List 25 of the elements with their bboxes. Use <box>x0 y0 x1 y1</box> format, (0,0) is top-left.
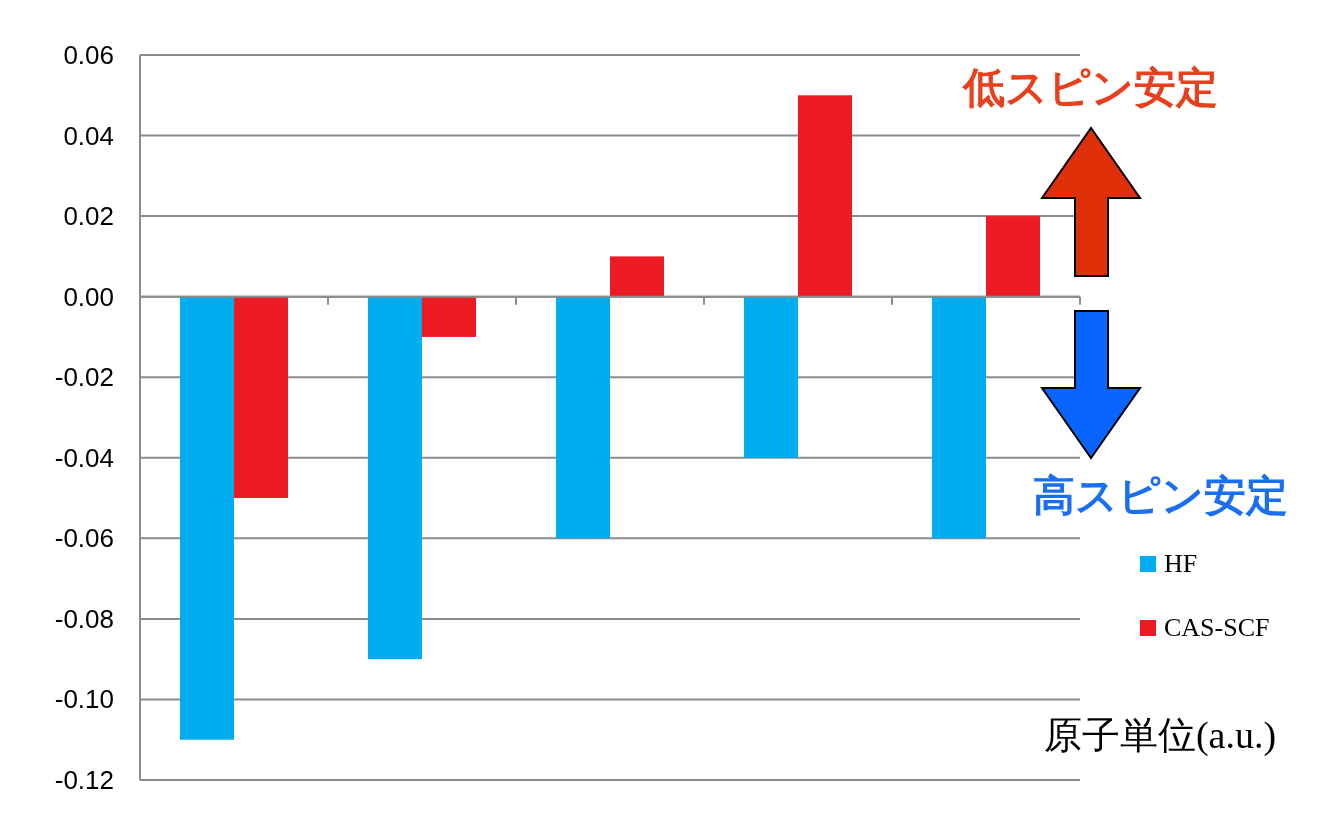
bar <box>422 296 476 337</box>
y-tick-label: -0.04 <box>54 442 114 473</box>
annotation: 高スピン安定 <box>1032 472 1288 519</box>
annotation: 低スピン安定 <box>960 64 1218 111</box>
bar <box>744 296 798 458</box>
y-tick-label: -0.02 <box>54 362 114 393</box>
bar <box>180 296 234 740</box>
legend-label: HF <box>1164 549 1198 578</box>
bar <box>234 296 288 499</box>
bar <box>556 296 610 539</box>
annotation: 原子単位(a.u.) <box>1043 714 1277 757</box>
legend-label: CAS-SCF <box>1164 613 1270 642</box>
bar <box>932 296 986 539</box>
y-tick-label: -0.10 <box>54 684 114 715</box>
y-tick-label: -0.12 <box>54 765 114 795</box>
y-tick-label: 0.00 <box>63 281 114 312</box>
y-tick-label: -0.06 <box>54 523 114 554</box>
bar <box>610 256 664 297</box>
bar <box>986 216 1040 297</box>
bar <box>798 95 852 297</box>
y-tick-label: 0.06 <box>63 40 114 70</box>
y-tick-label: -0.08 <box>54 603 114 634</box>
y-tick-label: 0.02 <box>63 201 114 232</box>
bar <box>368 296 422 660</box>
y-tick-label: 0.04 <box>63 120 114 151</box>
